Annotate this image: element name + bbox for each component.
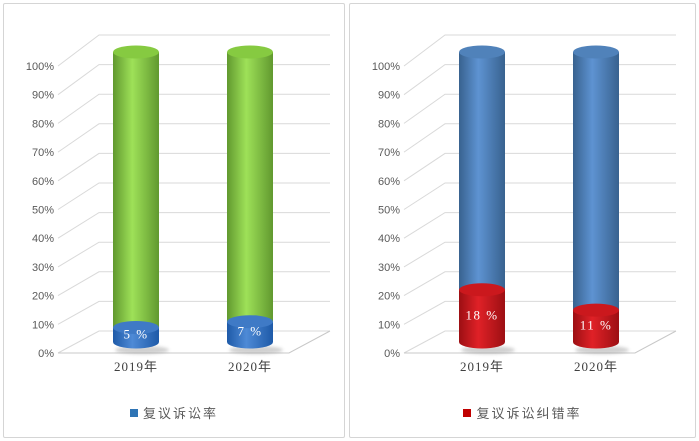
bar-segment-cap (227, 315, 273, 329)
y-tick-label: 60% (378, 176, 400, 188)
y-tick-label: 50% (32, 205, 54, 217)
gridline (57, 34, 330, 67)
y-tick-label: 70% (378, 147, 400, 159)
gridline (57, 212, 330, 239)
category-label: 2019年 (114, 359, 158, 374)
bar-segment-top (573, 52, 619, 311)
chart-panel-right: 0% 10% 20% 30% 40% 50% 60% 70% 80% 90% 100% 18 % 201… (349, 3, 696, 438)
y-tick-label: 20% (378, 291, 400, 303)
category-label: 2019年 (460, 359, 504, 374)
cylinder-chart-left: 0% 10% 20% 30% 40% 50% 60% 70% 80% 90% 100% 5 % 2019… (26, 34, 331, 374)
floor-edge (58, 330, 331, 354)
gridline (57, 64, 330, 96)
bar-top-cap (573, 45, 619, 59)
y-tick-label: 0% (38, 348, 54, 360)
y-tick-label: 90% (378, 90, 400, 102)
bar-segment-bottom (227, 321, 273, 349)
legend-left: 复议诉讼率 (4, 403, 344, 422)
gridline (57, 152, 330, 182)
y-tick-label: 10% (32, 319, 54, 331)
bar-segment-bottom (459, 289, 505, 349)
gridline (57, 123, 330, 153)
gridline (403, 64, 676, 96)
gridline (57, 330, 330, 354)
y-tick-label: 50% (378, 205, 400, 217)
legend-label: 复议诉讼纠错率 (476, 406, 582, 421)
y-tick-label: 10% (378, 319, 400, 331)
gridline (57, 182, 330, 210)
floor-edge (404, 330, 677, 354)
y-tick-label: 0% (384, 348, 400, 360)
gridline (403, 123, 676, 153)
legend-swatch (129, 408, 138, 417)
gridline (403, 182, 676, 210)
y-tick-label: 100% (372, 61, 400, 73)
gridline (57, 271, 330, 297)
gridline (403, 212, 676, 239)
gridline (403, 330, 676, 354)
y-tick-label: 40% (32, 233, 54, 245)
bar-segment-cap (113, 321, 159, 334)
legend-swatch (463, 408, 472, 417)
gridline (403, 300, 676, 325)
gridline (57, 93, 330, 124)
y-tick-label: 40% (378, 233, 400, 245)
y-tick-label: 80% (32, 118, 54, 130)
bar-segment-top (227, 52, 273, 322)
data-label: 5 % (123, 326, 148, 341)
bar-top-cap (227, 45, 273, 59)
gridline (403, 152, 676, 182)
y-tick-label: 20% (32, 291, 54, 303)
bar-segment-top (113, 52, 159, 328)
bar-segment-bottom (573, 310, 619, 349)
legend-right: 复议诉讼纠错率 (350, 403, 695, 422)
y-tick-label: 30% (378, 262, 400, 274)
data-label: 11 % (580, 318, 613, 333)
gridline (403, 34, 676, 67)
data-label: 18 % (465, 307, 498, 322)
category-label: 2020年 (574, 359, 618, 374)
gridline (57, 241, 330, 268)
bar-segment-cap (459, 283, 505, 297)
y-tick-label: 70% (32, 147, 54, 159)
category-label: 2020年 (228, 359, 272, 374)
y-tick-label: 80% (378, 118, 400, 130)
legend-label: 复议诉讼率 (142, 406, 218, 421)
gridline (403, 241, 676, 268)
bar-top-cap (459, 45, 505, 59)
y-tick-label: 90% (32, 90, 54, 102)
cylinder-chart-right: 0% 10% 20% 30% 40% 50% 60% 70% 80% 90% 100% 18 % 201… (372, 34, 677, 374)
bar-top-cap (113, 45, 159, 59)
chart-panel-left: 0% 10% 20% 30% 40% 50% 60% 70% 80% 90% 100% 5 % 2019… (3, 3, 345, 438)
gridline (57, 300, 330, 325)
bar-segment-top (459, 52, 505, 290)
bar-segment-cap (573, 303, 619, 317)
y-tick-label: 30% (32, 262, 54, 274)
gridline (403, 93, 676, 124)
gridline (403, 271, 676, 297)
data-label: 7 % (237, 323, 262, 338)
y-tick-label: 100% (26, 61, 54, 73)
y-tick-label: 60% (32, 176, 54, 188)
